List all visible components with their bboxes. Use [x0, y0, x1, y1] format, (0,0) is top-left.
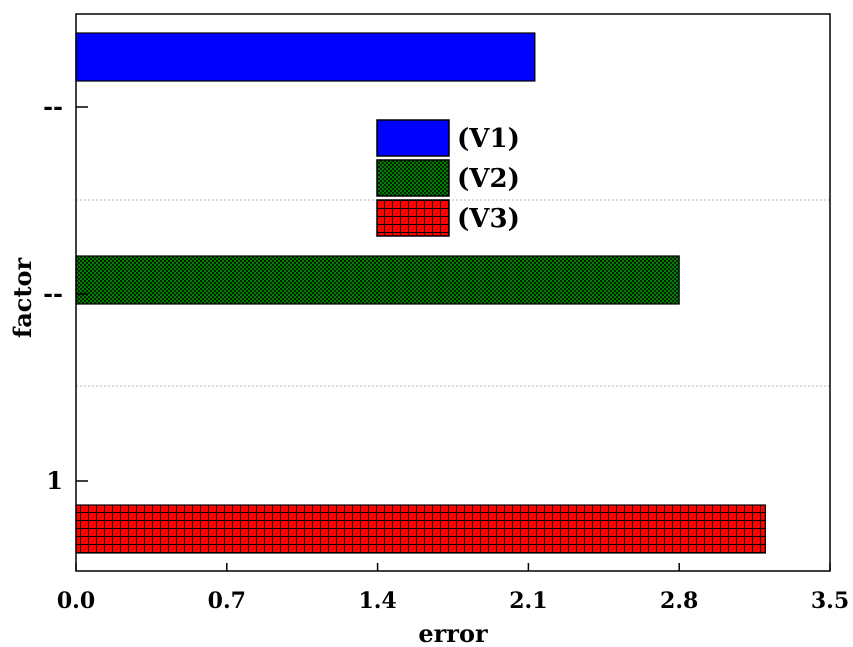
legend-swatch	[376, 159, 450, 197]
bar-v3	[75, 504, 766, 554]
legend-label: (V1)	[457, 124, 520, 154]
x-tick-label: 2.8	[660, 588, 698, 614]
legend-swatch	[376, 119, 450, 157]
x-axis-label: error	[418, 619, 488, 647]
y-tick-label: --	[43, 92, 63, 121]
y-axis: -- -- 1	[43, 92, 88, 495]
legend-swatch	[376, 199, 450, 237]
y-axis-label: factor	[8, 258, 37, 339]
plot-frame	[75, 13, 831, 572]
x-axis: 0.0 0.7 1.4 2.1 2.8 3.5	[57, 563, 849, 614]
grid-lines	[76, 199, 830, 387]
x-tick-label: 0.0	[57, 588, 95, 614]
x-tick-label: 3.5	[811, 588, 849, 614]
y-tick-label: 1	[46, 466, 63, 495]
legend-label: (V2)	[457, 164, 520, 194]
x-tick-label: 2.1	[509, 588, 547, 614]
legend: (V1) (V2) (V3)	[376, 119, 520, 237]
bars-group	[75, 32, 766, 554]
bar-v1	[75, 32, 536, 82]
legend-label: (V3)	[457, 204, 520, 234]
x-tick-label: 1.4	[358, 588, 396, 614]
x-tick-label: 0.7	[208, 588, 246, 614]
bar-v2	[75, 255, 680, 305]
y-tick-label: --	[43, 279, 63, 308]
